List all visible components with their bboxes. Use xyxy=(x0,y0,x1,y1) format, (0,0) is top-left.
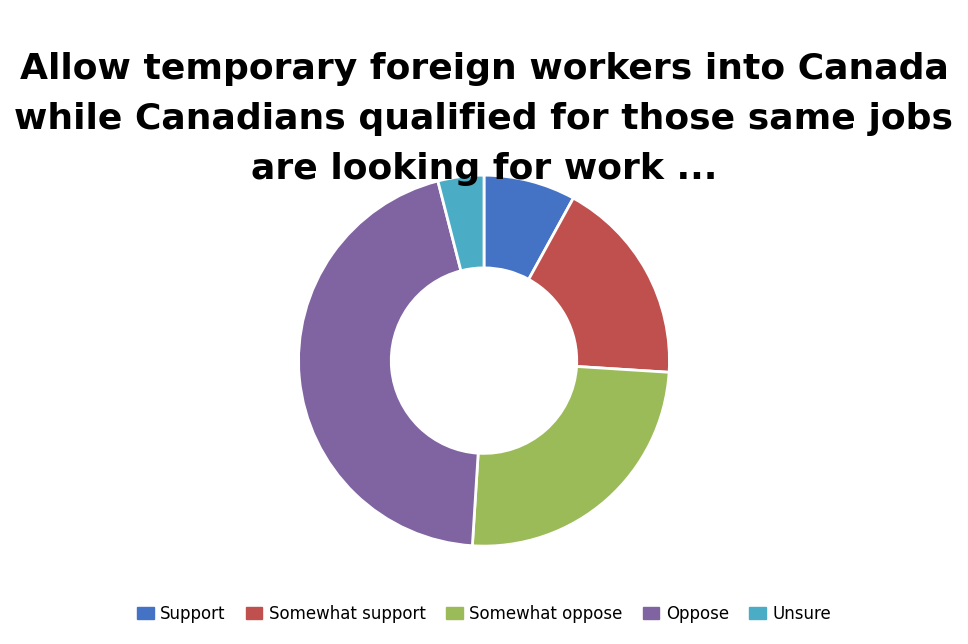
Wedge shape xyxy=(438,175,484,271)
Wedge shape xyxy=(529,198,670,372)
Text: Allow temporary foreign workers into Canada
while Canadians qualified for those : Allow temporary foreign workers into Can… xyxy=(15,52,953,186)
Wedge shape xyxy=(298,181,478,545)
Legend: Support, Somewhat support, Somewhat oppose, Oppose, Unsure: Support, Somewhat support, Somewhat oppo… xyxy=(130,598,838,629)
Wedge shape xyxy=(472,366,669,546)
Wedge shape xyxy=(484,175,573,279)
